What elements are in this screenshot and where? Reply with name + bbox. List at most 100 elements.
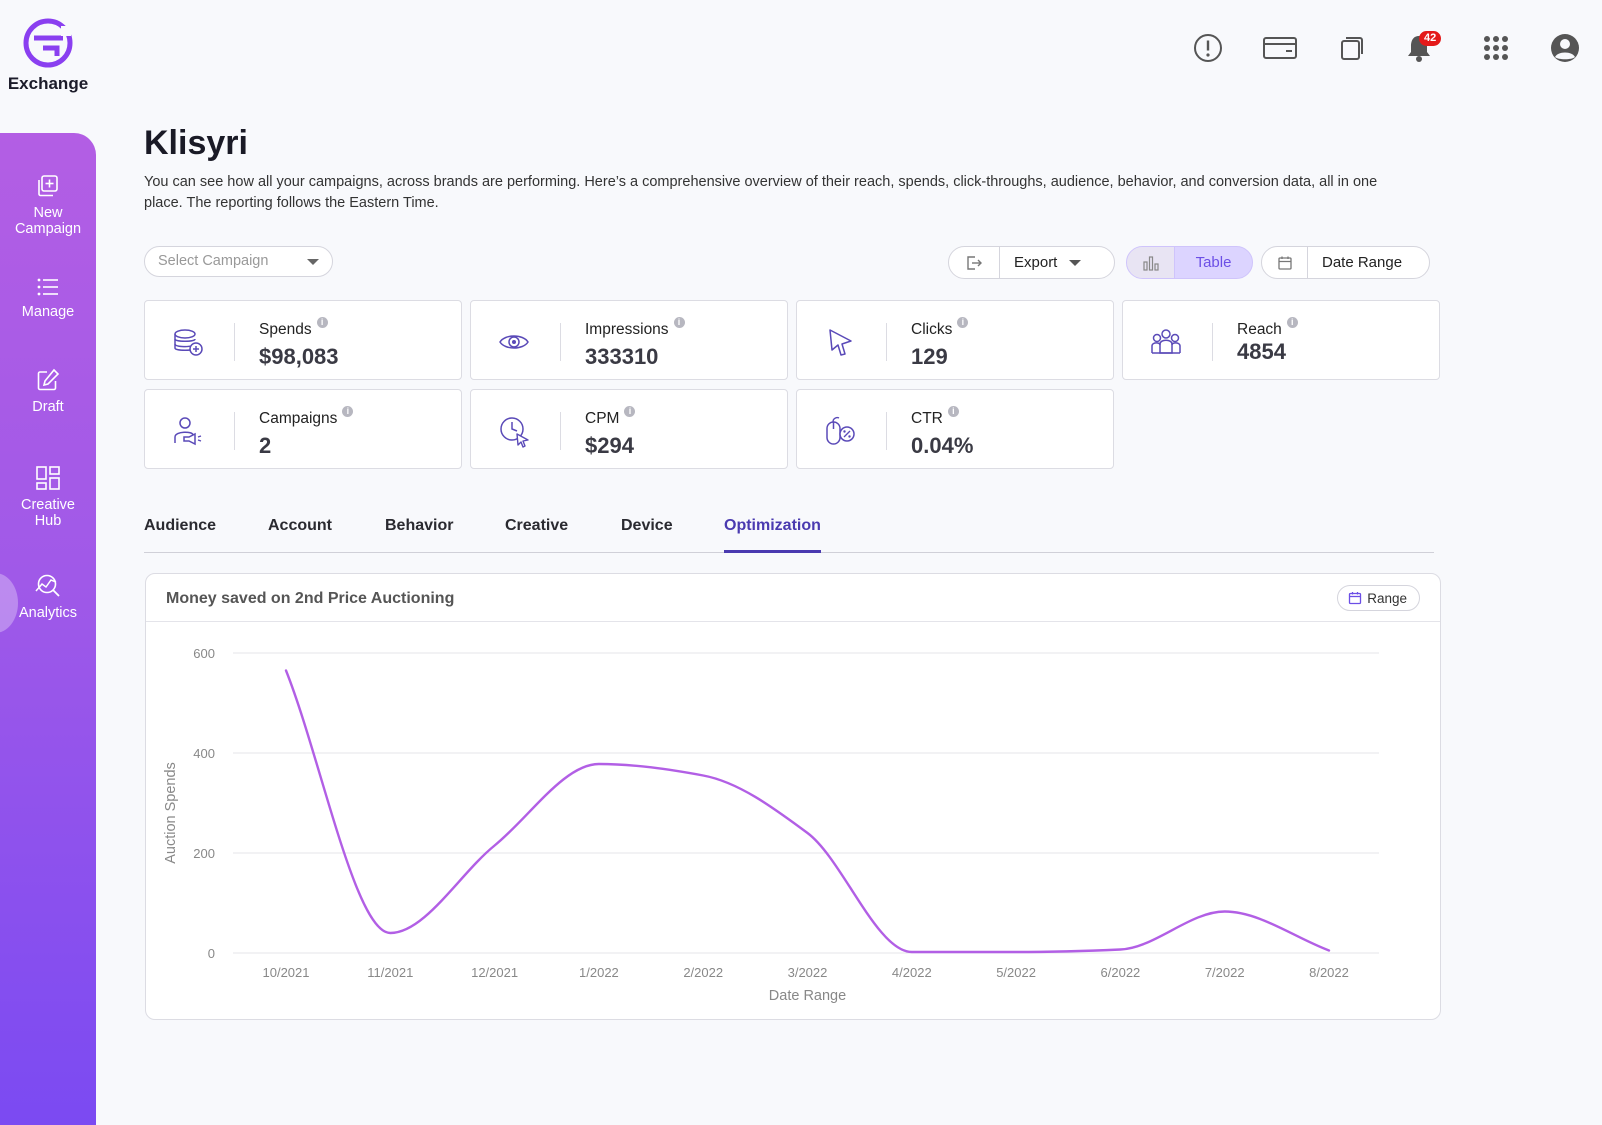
page-description: You can see how all your campaigns, acro… xyxy=(144,174,1378,211)
sidebar-item-creative-hub[interactable]: Creative Hub xyxy=(0,465,96,529)
chart-card: Money saved on 2nd Price Auctioning Rang… xyxy=(145,573,1441,1020)
stat-label: Impressions xyxy=(585,321,669,338)
export-button[interactable]: Export xyxy=(948,246,1115,279)
exchange-logo-icon xyxy=(23,18,73,68)
stat-card-ctr: CTR i 0.04% xyxy=(796,389,1114,469)
user-avatar-icon xyxy=(1551,34,1579,62)
info-icon[interactable]: i xyxy=(957,317,969,328)
eye-icon xyxy=(499,335,529,349)
stat-value: 2 xyxy=(259,433,272,458)
sidebar-item-new-campaign[interactable]: New Campaign xyxy=(0,173,96,237)
stat-label-wrap: Campaigns i xyxy=(259,406,354,428)
range-label: Range xyxy=(1367,590,1407,606)
coins-icon xyxy=(174,329,203,356)
card-divider xyxy=(234,323,235,361)
clock-cursor-icon xyxy=(500,417,529,448)
sidebar-item-manage[interactable]: Manage xyxy=(0,276,96,320)
stat-value: $294 xyxy=(585,433,634,458)
grid-icon xyxy=(36,466,60,490)
stat-label: CTR xyxy=(911,410,943,427)
profile-button[interactable] xyxy=(1545,28,1585,68)
y-tick-label: 200 xyxy=(193,846,215,861)
export-icon-wrap xyxy=(949,247,1000,278)
stat-value: 0.04% xyxy=(911,433,974,458)
sidebar-item-label: Draft xyxy=(32,399,64,415)
alert-button[interactable] xyxy=(1188,28,1228,68)
cursor-icon xyxy=(829,329,852,356)
campaign-select[interactable]: Select Campaign xyxy=(144,246,333,277)
stat-label: Reach xyxy=(1237,321,1282,338)
tab-optimization[interactable]: Optimization xyxy=(724,517,821,553)
edit-icon xyxy=(37,368,60,391)
card-divider xyxy=(560,412,561,450)
tab-audience[interactable]: Audience xyxy=(144,517,217,534)
report-tabs: Audience Account Behavior Creative Devic… xyxy=(144,517,1434,553)
export-label-wrap: Export xyxy=(1000,247,1095,278)
sidebar-item-draft[interactable]: Draft xyxy=(0,367,96,415)
info-icon[interactable]: i xyxy=(624,406,636,417)
tab-device[interactable]: Device xyxy=(621,517,673,534)
campaign-select-placeholder: Select Campaign xyxy=(158,253,269,269)
tab-creative[interactable]: Creative xyxy=(505,517,569,534)
card-divider xyxy=(234,412,235,450)
x-axis-label: Date Range xyxy=(769,988,846,1004)
x-tick-label: 7/2022 xyxy=(1205,965,1245,980)
stat-label-wrap: Spends i xyxy=(259,317,328,339)
wallet-button[interactable] xyxy=(1260,28,1300,68)
info-icon[interactable]: i xyxy=(1286,317,1298,328)
tab-account[interactable]: Account xyxy=(268,517,332,534)
copy-button[interactable] xyxy=(1332,28,1372,68)
stat-card-cpm: CPM i $294 xyxy=(470,389,788,469)
stat-label: Clicks xyxy=(911,321,953,338)
sidebar-active-indicator xyxy=(0,573,18,633)
sidebar-item-label: Campaign xyxy=(14,221,82,237)
date-range-label: Date Range xyxy=(1322,254,1403,271)
people-icon xyxy=(1151,329,1181,354)
calendar-icon xyxy=(1349,592,1362,605)
card-divider xyxy=(886,323,887,361)
info-icon[interactable]: i xyxy=(673,317,685,328)
export-icon xyxy=(967,255,982,270)
sidebar-item-analytics[interactable]: Analytics xyxy=(0,573,96,621)
line-chart: 0 200 400 600 10/2021 11/2021 12/2021 1/2022 2/2… xyxy=(163,646,1379,1004)
x-tick-label: 11/2021 xyxy=(367,965,413,980)
sidebar-item-label: Creative xyxy=(21,497,75,513)
stat-label-wrap: CTR i xyxy=(911,406,959,428)
chevron-down-icon xyxy=(1069,259,1082,266)
x-tick-label: 6/2022 xyxy=(1101,965,1141,980)
stat-value: $98,083 xyxy=(259,344,339,369)
x-tick-label: 10/2021 xyxy=(263,965,310,980)
info-icon[interactable]: i xyxy=(316,317,328,328)
notifications-button[interactable]: 42 xyxy=(1399,28,1442,68)
series-line xyxy=(284,669,1331,954)
chart-title: Money saved on 2nd Price Auctioning xyxy=(166,590,455,607)
date-range-button[interactable]: Date Range xyxy=(1261,246,1430,279)
sidebar-item-label: Hub xyxy=(34,513,62,529)
x-tick-label: 2/2022 xyxy=(683,965,723,980)
range-button[interactable]: Range xyxy=(1337,585,1420,611)
copy-icon xyxy=(1341,37,1363,60)
sidebar-item-label: Manage xyxy=(21,304,75,320)
stat-label: Campaigns xyxy=(259,410,338,427)
info-icon[interactable]: i xyxy=(342,406,354,417)
y-tick-label: 400 xyxy=(193,746,215,761)
apps-button[interactable] xyxy=(1476,28,1516,68)
x-tick-label: 1/2022 xyxy=(579,965,619,980)
table-view-toggle[interactable]: Table xyxy=(1126,246,1253,279)
stat-label-wrap: Impressions i xyxy=(585,317,685,339)
x-tick-label: 5/2022 xyxy=(996,965,1036,980)
x-tick-label: 12/2021 xyxy=(471,965,518,980)
stat-value: 129 xyxy=(911,344,948,369)
stat-value: 333310 xyxy=(585,344,659,369)
brand-logo[interactable]: Exchange xyxy=(0,16,96,94)
chart-icon-wrap xyxy=(1127,247,1175,278)
tab-behavior[interactable]: Behavior xyxy=(385,517,454,534)
info-icon[interactable]: i xyxy=(947,406,959,417)
brand-name: Exchange xyxy=(7,74,89,93)
card-divider xyxy=(886,412,887,450)
alert-circle-icon xyxy=(1194,34,1222,62)
stat-label-wrap: Clicks i xyxy=(911,317,969,339)
mouse-percent-icon xyxy=(826,416,855,445)
x-tick-label: 3/2022 xyxy=(788,965,828,980)
apps-grid-icon xyxy=(1484,36,1508,60)
